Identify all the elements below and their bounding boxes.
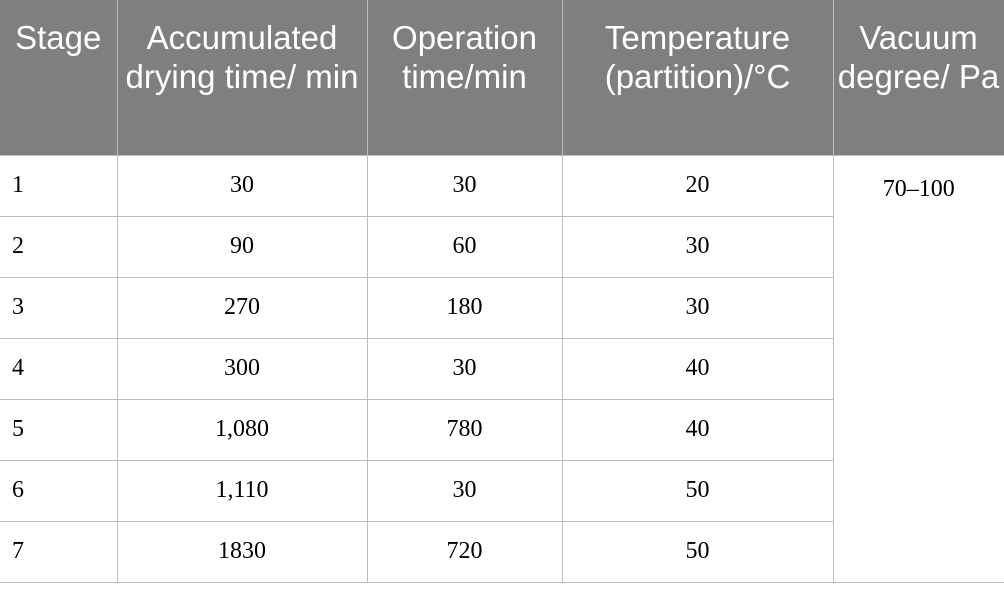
table-cell: 1 — [0, 154, 118, 217]
table-cell: 90 — [116, 215, 368, 278]
header-cell: Operation time/min — [367, 0, 563, 155]
table-cell: 1,110 — [116, 459, 368, 522]
table-cell: 720 — [366, 520, 563, 583]
table-cell: 30 — [366, 337, 563, 400]
table-cell: 1,080 — [116, 398, 368, 461]
table-cell: 4 — [0, 337, 118, 400]
table-cell: 30 — [116, 154, 368, 217]
table-cell: 1830 — [116, 520, 368, 583]
table-cell: 50 — [561, 520, 834, 583]
table-cell: 2 — [0, 215, 118, 278]
table-cell: 30 — [366, 459, 563, 522]
table-cell: 30 — [561, 215, 834, 278]
table-row: 1 30 30 20 70–100 — [0, 154, 1004, 583]
table-row: 5 1,080 780 40 — [0, 398, 1004, 461]
header-cell: Stage — [0, 0, 118, 155]
table-row: 6 1,110 30 50 — [0, 459, 1004, 522]
table-cell: 6 — [0, 459, 118, 522]
table-cell: 270 — [116, 276, 368, 339]
table-body: 1 30 30 20 70–100 2 90 60 30 3 270 180 30 4 300 30 40 5 1,… — [0, 154, 1004, 583]
table-row: 3 270 180 30 — [0, 276, 1004, 339]
table-cell: 40 — [561, 337, 834, 400]
table-cell: 3 — [0, 276, 118, 339]
header-cell: Vacuum degree/ Pa — [833, 0, 1004, 155]
data-table: Stage Accumulated drying time/ min Operati… — [0, 0, 1004, 583]
table-cell: 300 — [116, 337, 368, 400]
table-row: 4 300 30 40 — [0, 337, 1004, 400]
table-cell: 30 — [561, 276, 834, 339]
table-cell: 30 — [366, 154, 563, 217]
table-cell: 7 — [0, 520, 118, 583]
table-cell: 20 — [561, 154, 834, 217]
table-cell: 60 — [366, 215, 563, 278]
vacuum-cell: 70–100 — [832, 154, 1004, 583]
table-cell: 40 — [561, 398, 834, 461]
table-row: 7 1830 720 50 — [0, 520, 1004, 583]
header-row: Stage Accumulated drying time/ min Operati… — [0, 0, 1004, 155]
table-cell: 180 — [366, 276, 563, 339]
header-cell: Accumulated drying time/ min — [117, 0, 368, 155]
header-cell: Temperature (partition)/°C — [562, 0, 834, 155]
table-cell: 780 — [366, 398, 563, 461]
table-cell: 50 — [561, 459, 834, 522]
table-cell: 5 — [0, 398, 118, 461]
